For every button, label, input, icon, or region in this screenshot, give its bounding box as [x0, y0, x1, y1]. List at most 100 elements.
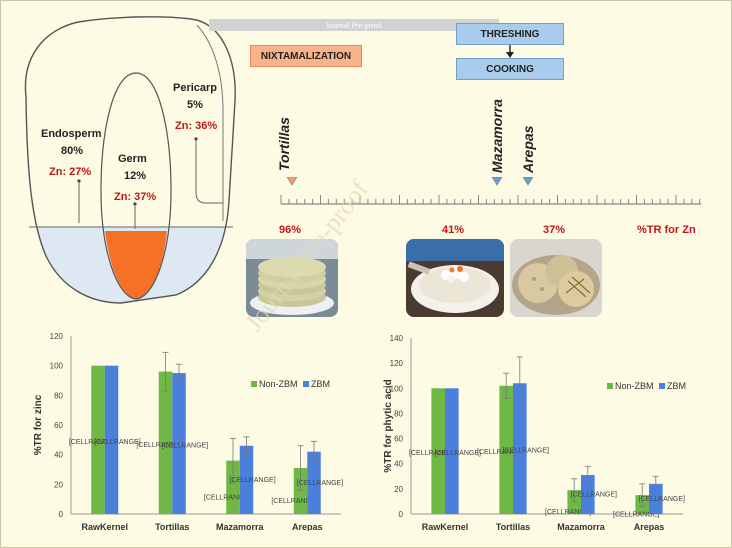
- y-tick-label: 80: [54, 391, 63, 400]
- pericarp-share: 5%: [187, 99, 203, 111]
- mazamorra-photo: [406, 239, 504, 317]
- bar-zbm-rawkernel: [104, 365, 119, 514]
- pericarp-zn: Zn: 36%: [175, 120, 218, 132]
- bar-non-zbm-rawkernel: [91, 365, 105, 514]
- y-tick-label: 20: [394, 485, 403, 494]
- y-axis-label: %TR for phytic acid: [383, 379, 394, 472]
- category-label-arepas: Arepas: [292, 522, 323, 531]
- tortillas-retention-value: 96%: [279, 224, 302, 236]
- y-tick-label: 120: [390, 359, 404, 368]
- bar-data-label: [CELLRANGE]: [545, 509, 591, 516]
- tortillas-photo: [246, 239, 338, 317]
- bar-data-label: [CELLRANGE]: [136, 442, 182, 449]
- bar-zbm-tortillas: [513, 383, 527, 514]
- arepas-marker: [522, 177, 534, 186]
- legend-swatch-non-zbm: [607, 383, 613, 389]
- bar-zbm-mazamorra: [239, 445, 254, 514]
- nixtamalization-box: NIXTAMALIZATION: [250, 45, 362, 67]
- bar-zbm-mazamorra: [581, 475, 595, 514]
- threshing-to-cooking-arrow: [506, 45, 514, 58]
- bar-data-label: [CELLRANGE]: [162, 443, 208, 450]
- bar-data-label: [CELLRANGE]: [503, 448, 549, 455]
- bar-zbm-rawkernel: [445, 388, 459, 514]
- cooking-box: COOKING: [456, 58, 564, 80]
- y-tick-label: 80: [394, 409, 403, 418]
- journal-banner: Journal Pre-proof: [209, 19, 499, 31]
- bar-data-label: [CELLRANGE]: [69, 439, 115, 446]
- pericarp-pointer: [195, 141, 223, 204]
- legend-swatch-non-zbm: [251, 381, 257, 387]
- legend-swatch-zbm: [659, 383, 665, 389]
- arepas-product-label: Arepas: [520, 125, 536, 173]
- phytic-acid-retention-chart: 0 20 40 60 80 100 120 140 %TR for phytic acid [CE…: [383, 334, 686, 532]
- legend-label-non-zbm: Non-ZBM: [259, 379, 298, 389]
- category-label-tortillas: Tortillas: [496, 522, 530, 532]
- nixtamalization-label: NIXTAMALIZATION: [260, 50, 352, 62]
- cooking-label: COOKING: [486, 63, 534, 75]
- category-label-mazamorra: Mazamorra: [557, 522, 606, 532]
- arepas-retention-value: 37%: [543, 224, 566, 236]
- retention-scale: [280, 177, 701, 205]
- y-tick-label: 60: [394, 435, 403, 444]
- legend-swatch-zbm: [303, 381, 309, 387]
- bar-non-zbm-mazamorra: [567, 490, 581, 514]
- y-tick-label: 40: [54, 451, 63, 460]
- bar-zbm-tortillas: [172, 373, 186, 514]
- germ-share: 12%: [124, 170, 147, 182]
- bar-data-label: [CELLRANGE]: [477, 449, 523, 456]
- mazamorra-marker: [491, 177, 503, 186]
- legend-label-zbm: ZBM: [667, 381, 686, 391]
- threshing-label: THRESHING: [480, 28, 540, 40]
- endosperm-pointer-dot: [77, 179, 81, 183]
- y-tick-label: 40: [394, 460, 403, 469]
- bar-zbm-arepas: [649, 483, 663, 514]
- y-tick-label: 100: [390, 384, 404, 393]
- endosperm-zn: Zn: 27%: [49, 166, 92, 178]
- bar-non-zbm-tortillas: [499, 385, 513, 514]
- pericarp-line: [196, 24, 224, 221]
- bar-data-label: [CELLRANGE]: [94, 439, 140, 446]
- pericarp-label: Pericarp: [173, 82, 218, 94]
- bar-data-label: [CELLRANGE]: [229, 477, 275, 484]
- bar-data-label: [CELLRANGE]: [571, 492, 617, 499]
- bar-data-label: [CELLRANGE]: [639, 496, 685, 503]
- y-tick-label: 20: [54, 480, 63, 489]
- bar-data-label: [CELLRANGE]: [271, 498, 317, 505]
- category-label-rawkernel: RawKernel: [81, 522, 128, 531]
- bar-data-label: [CELLRANGE]: [409, 450, 455, 457]
- y-tick-label: 140: [390, 334, 404, 343]
- journal-banner-text: Journal Pre-proof: [325, 20, 383, 30]
- pericarp-pointer-dot: [194, 137, 198, 141]
- scale-axis-label: %TR for Zn: [637, 224, 696, 236]
- germ-pointer-dot: [133, 202, 137, 206]
- endosperm-label: Endosperm: [41, 128, 102, 140]
- bar-non-zbm-rawkernel: [431, 388, 445, 514]
- bar-non-zbm-tortillas: [158, 371, 173, 514]
- tortillas-product-label: Tortillas: [276, 117, 292, 171]
- germ-outline: [100, 72, 172, 300]
- y-tick-label: 100: [50, 362, 64, 371]
- germ-zn: Zn: 37%: [114, 191, 157, 203]
- bar-data-label: [CELLRANGE]: [297, 480, 343, 487]
- category-label-tortillas: Tortillas: [155, 522, 189, 531]
- bar-zbm-arepas: [307, 451, 321, 514]
- y-tick-label: 0: [59, 510, 64, 519]
- y-tick-label: 120: [50, 332, 64, 341]
- bar-data-label: [CELLRANGE]: [204, 494, 250, 501]
- arepas-photo: [510, 239, 602, 317]
- category-label-mazamorra: Mazamorra: [216, 522, 265, 531]
- mazamorra-retention-value: 41%: [442, 224, 465, 236]
- legend-label-non-zbm: Non-ZBM: [615, 381, 654, 391]
- kernel-outline: [24, 16, 236, 304]
- threshing-box: THRESHING: [456, 23, 564, 45]
- maize-kernel-diagram: [24, 16, 236, 304]
- endosperm-share: 80%: [61, 145, 84, 157]
- tortillas-marker: [286, 177, 298, 186]
- y-tick-label: 60: [54, 421, 63, 430]
- germ-orange: [105, 231, 167, 299]
- mazamorra-product-label: Mazamorra: [489, 99, 505, 173]
- y-axis-label: %TR for zinc: [33, 394, 44, 455]
- category-label-rawkernel: RawKernel: [422, 522, 469, 532]
